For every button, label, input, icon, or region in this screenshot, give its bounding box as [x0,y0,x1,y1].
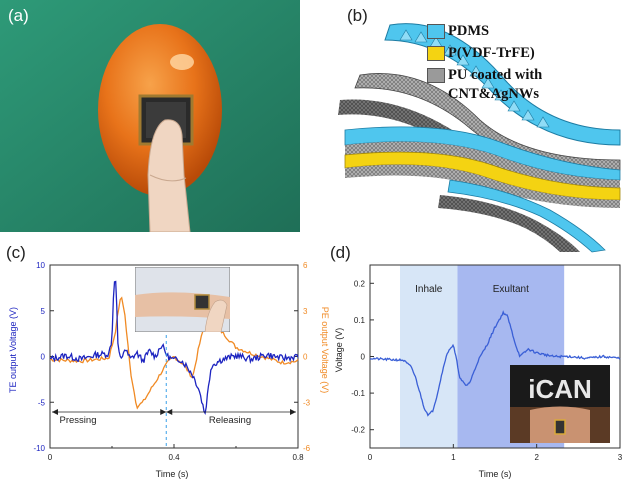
arrow-head [166,409,173,415]
panel-d-label: (d) [330,243,351,262]
y-left-tick-label: -10 [33,444,45,453]
pdms-pyramids [399,29,550,128]
x-tick-label: 0.8 [292,453,304,462]
legend-label: PU coated with [448,66,543,83]
electrode-bottom [438,195,580,252]
x-axis-label: Time (s) [479,469,512,479]
legend-item-pu-line2: CNT&AgNWs [448,84,539,104]
arrow-head [290,409,296,415]
y-tick-label: -0.2 [351,426,365,435]
x-tick-label: 0.4 [168,453,180,462]
region-inhale [400,265,458,448]
y-left-tick-label: 0 [41,353,46,362]
legend-item-pdms: PDMS [448,21,489,41]
legend-label: CNT&AgNWs [448,85,540,102]
series-voltage-line [369,310,621,417]
y-tick-label: -0.1 [351,389,365,398]
legend-item-pvdf: P(VDF-TrFE) [448,43,535,63]
legend-label: P(VDF-TrFE) [448,44,535,61]
y-left-tick-label: -5 [38,398,46,407]
y-right-tick-label: 3 [303,307,308,316]
panel-a-photo: (a) [0,0,300,232]
y-tick-label: 0 [361,353,366,362]
pressing-finger [204,299,228,332]
label-inhale: Inhale [415,284,443,295]
y-left-tick-label: 10 [36,261,45,270]
x-tick-label: 1 [451,453,456,462]
electrode-mid [345,141,620,188]
y-axis-label: Voltage (V) [334,328,344,373]
legend-swatch-pu [427,68,445,83]
arrow-head [160,409,167,415]
x-tick-label: 2 [534,453,539,462]
x-tick-label: 0 [368,453,373,462]
pdms-bottom-layer [447,179,606,253]
shirt-text: iCAN [528,374,592,404]
annotation-releasing: Releasing [209,415,251,426]
y-left-tick-label: 5 [41,307,46,316]
panel-b-label: (b) [347,6,368,25]
y-right-tick-label: -6 [303,444,311,453]
x-axis-label: Time (s) [156,469,189,479]
annotation-pressing: Pressing [60,415,97,426]
x-tick-label: 0 [48,453,53,462]
x-tick-label: 3 [618,453,623,462]
chart-c: TE output Voltage (V) PE output Voltage … [8,261,330,479]
panel-c-label: (c) [6,243,26,262]
legend-swatch-pvdf [427,46,445,61]
series-te-line [49,280,299,415]
chart-d-inset-photo: iCAN [510,365,610,443]
legend-swatch-pdms [427,24,445,39]
label-exultant: Exultant [493,284,529,295]
chart-c-inset-photo [135,267,230,332]
panel-a-label: (a) [8,6,29,25]
y-right-tick-label: -3 [303,398,311,407]
balloon-photo [0,0,300,232]
y-right-axis-label: PE output Voltage (V) [320,307,330,394]
y-left-axis-label: TE output Voltage (V) [8,307,18,393]
y-right-tick-label: 0 [303,353,308,362]
y-right-tick-label: 6 [303,261,308,270]
y-tick-label: 0.2 [354,279,366,288]
finger [147,119,191,232]
y-tick-label: 0.1 [354,316,366,325]
arrow-head [52,409,58,415]
legend-label: PDMS [448,22,490,39]
belly-sensor [554,419,566,435]
wrist-sensor [194,294,210,310]
legend-item-pu: PU coated with [448,65,542,85]
